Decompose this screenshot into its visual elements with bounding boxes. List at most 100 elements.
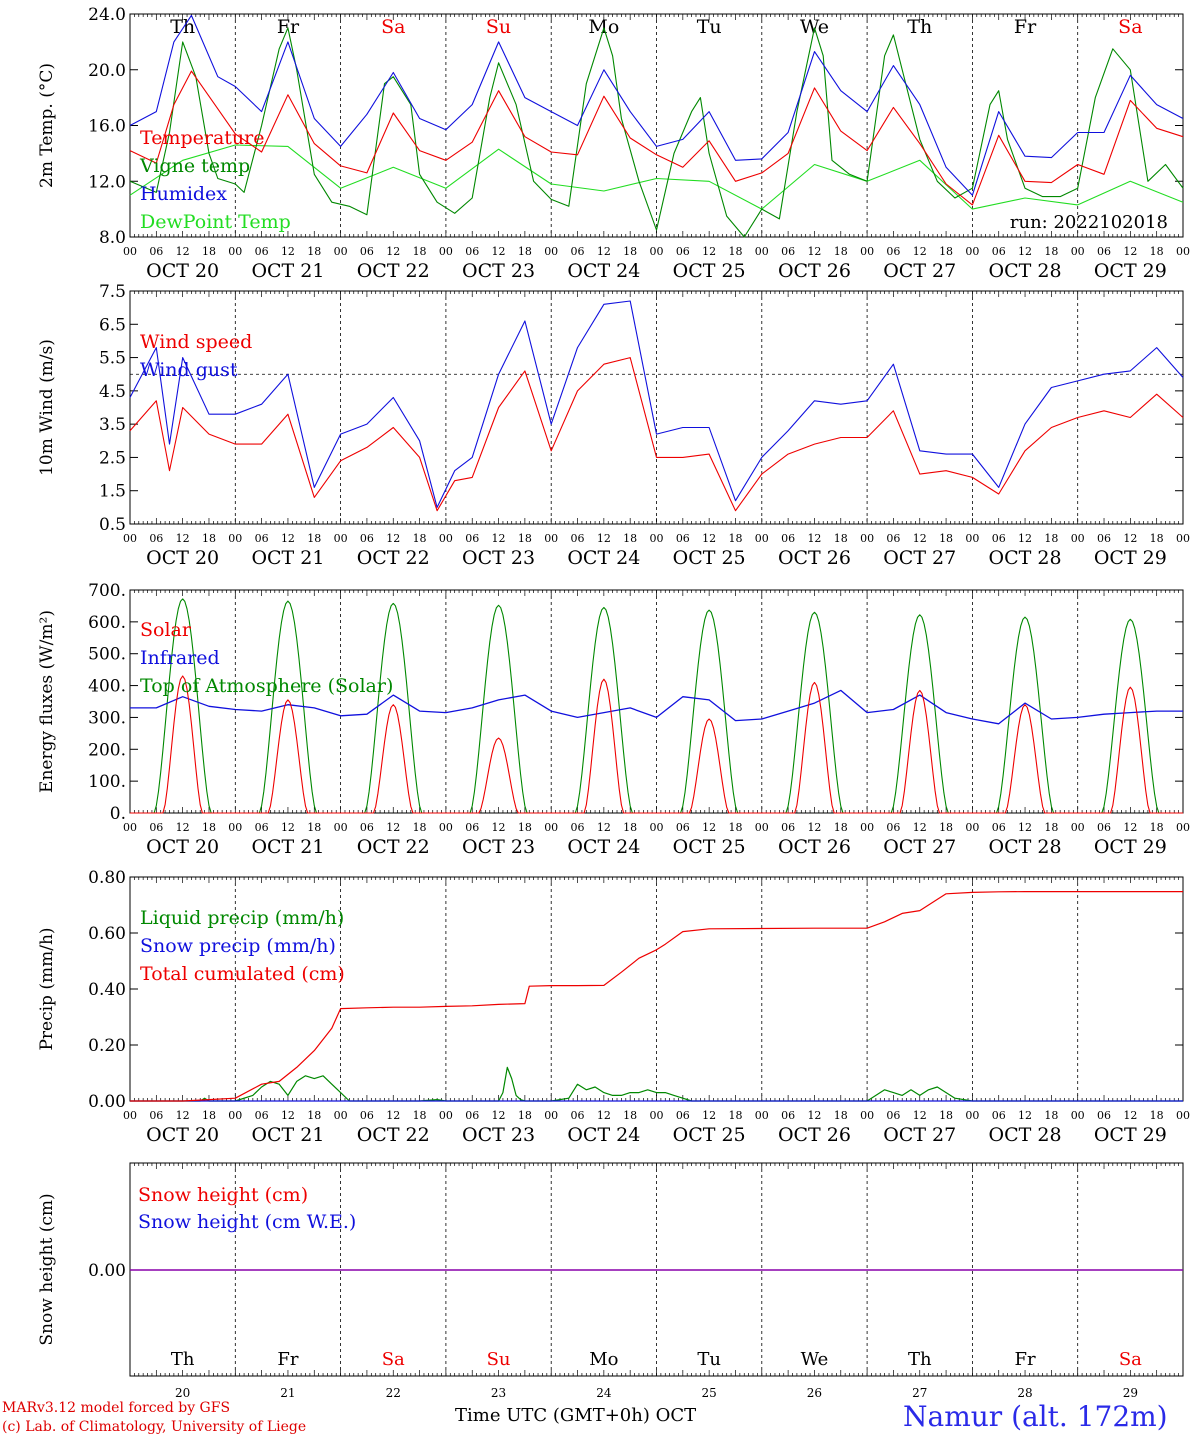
- series-line-liquid-precip-mm-h-: [130, 1066, 1183, 1102]
- date-label: OCT 21: [251, 260, 324, 282]
- hour-tick-label: 00: [1071, 821, 1085, 834]
- date-label: OCT 26: [778, 260, 851, 282]
- y-tick-label: 1.5: [99, 482, 126, 502]
- hour-tick-label: 18: [413, 821, 427, 834]
- hour-tick-label: 00: [860, 532, 874, 545]
- hour-tick-label: 06: [992, 821, 1006, 834]
- hour-tick-label: 12: [492, 1109, 506, 1122]
- hour-tick-label: 06: [886, 532, 900, 545]
- hour-tick-label: 06: [676, 1109, 690, 1122]
- day-number-label: 20: [175, 1386, 190, 1400]
- weekday-label: Mo: [588, 16, 619, 38]
- weekday-label: Fr: [1015, 1349, 1036, 1370]
- hour-tick-label: 00: [123, 532, 137, 545]
- hour-tick-label: 06: [360, 821, 374, 834]
- model-credit-line1: MARv3.12 model forced by GFS: [2, 1400, 231, 1416]
- hour-tick-label: 12: [807, 1109, 821, 1122]
- run-label: run: 2022102018: [1010, 212, 1168, 233]
- y-tick-label: 0.00: [88, 1261, 126, 1281]
- y-tick-label: 16.0: [88, 117, 126, 137]
- hour-tick-label: 00: [965, 821, 979, 834]
- hour-tick-label: 12: [807, 532, 821, 545]
- hour-tick-label: 06: [571, 532, 585, 545]
- hour-tick-label: 18: [202, 821, 216, 834]
- hour-tick-label: 06: [1097, 1109, 1111, 1122]
- hour-tick-label: 18: [1044, 245, 1058, 258]
- series-line-infrared: [130, 689, 1183, 725]
- hour-tick-label: 18: [728, 1109, 742, 1122]
- day-number-label: 24: [596, 1386, 612, 1400]
- day-number-label: 22: [386, 1386, 401, 1400]
- legend-entry: DewPoint Temp: [140, 211, 291, 233]
- legend-entry: Total cumulated (cm): [140, 963, 345, 985]
- hour-tick-label: 12: [281, 532, 295, 545]
- hour-tick-label: 18: [202, 1109, 216, 1122]
- hour-tick-label: 06: [571, 1109, 585, 1122]
- hour-tick-label: 18: [834, 821, 848, 834]
- hour-tick-label: 00: [439, 245, 453, 258]
- hour-tick-label: 00: [228, 245, 242, 258]
- date-label: OCT 21: [251, 836, 324, 858]
- hour-tick-label: 06: [149, 245, 163, 258]
- weekday-label: Tu: [697, 1349, 721, 1370]
- hour-tick-label: 06: [360, 245, 374, 258]
- panel-frame-1: [129, 13, 1184, 238]
- hour-tick-label: 00: [334, 821, 348, 834]
- hour-tick-label: 06: [992, 245, 1006, 258]
- y-tick-label: 0.00: [88, 1092, 126, 1112]
- hour-tick-label: 18: [623, 821, 637, 834]
- y-axis-label: Precip (mm/h): [37, 927, 57, 1050]
- series-line-temperature: [129, 70, 1184, 206]
- hour-tick-label: 12: [1018, 1109, 1032, 1122]
- hour-tick-label: 18: [1150, 532, 1164, 545]
- date-label: OCT 27: [883, 1124, 956, 1146]
- hour-tick-label: 06: [149, 532, 163, 545]
- model-credit-line2: (c) Lab. of Climatology, University of L…: [2, 1419, 307, 1435]
- hour-tick-label: 12: [702, 532, 716, 545]
- hour-tick-label: 12: [1123, 821, 1137, 834]
- date-label: OCT 23: [462, 260, 535, 282]
- hour-tick-label: 12: [913, 1109, 927, 1122]
- hour-tick-label: 00: [228, 532, 242, 545]
- y-tick-label: 500.: [88, 645, 126, 665]
- y-tick-label: 24.0: [88, 5, 126, 25]
- y-tick-label: 200.: [88, 740, 126, 760]
- y-tick-label: 700.: [88, 581, 126, 601]
- hour-tick-label: 18: [518, 821, 532, 834]
- legend-entry: Infrared: [140, 647, 220, 669]
- legend-entry: Humidex: [140, 183, 227, 205]
- date-label: OCT 29: [1094, 260, 1167, 282]
- hour-tick-label: 06: [255, 245, 269, 258]
- hour-tick-label: 00: [650, 821, 664, 834]
- series-line-dewpoint-temp: [129, 144, 1184, 210]
- weekday-label: Sa: [1118, 16, 1142, 38]
- hour-tick-label: 18: [518, 532, 532, 545]
- hour-tick-label: 06: [465, 245, 479, 258]
- series-line-wind-gust: [129, 300, 1184, 508]
- hour-tick-label: 00: [544, 1109, 558, 1122]
- date-label: OCT 20: [146, 1124, 219, 1146]
- y-tick-label: 400.: [88, 677, 126, 697]
- hour-tick-label: 18: [307, 821, 321, 834]
- hour-tick-label: 12: [176, 245, 190, 258]
- y-tick-label: 7.5: [99, 282, 126, 302]
- hour-tick-label: 12: [281, 1109, 295, 1122]
- weekday-label: Sa: [382, 1349, 405, 1370]
- date-label: OCT 26: [778, 1124, 851, 1146]
- day-number-label: 25: [702, 1386, 717, 1400]
- hour-tick-label: 06: [571, 821, 585, 834]
- hour-tick-label: 18: [623, 532, 637, 545]
- hour-tick-label: 06: [465, 1109, 479, 1122]
- hour-tick-label: 06: [1097, 532, 1111, 545]
- legend-entry: Snow precip (mm/h): [140, 935, 336, 957]
- y-tick-label: 20.0: [88, 61, 126, 81]
- hour-tick-label: 00: [123, 245, 137, 258]
- hour-tick-label: 00: [1071, 245, 1085, 258]
- hour-tick-label: 00: [439, 821, 453, 834]
- hour-tick-label: 18: [728, 821, 742, 834]
- hour-tick-label: 12: [807, 245, 821, 258]
- y-axis-label: 2m Temp. (°C): [37, 63, 57, 188]
- hour-tick-label: 12: [1123, 1109, 1137, 1122]
- hour-tick-label: 06: [571, 245, 585, 258]
- date-label: OCT 24: [567, 1124, 640, 1146]
